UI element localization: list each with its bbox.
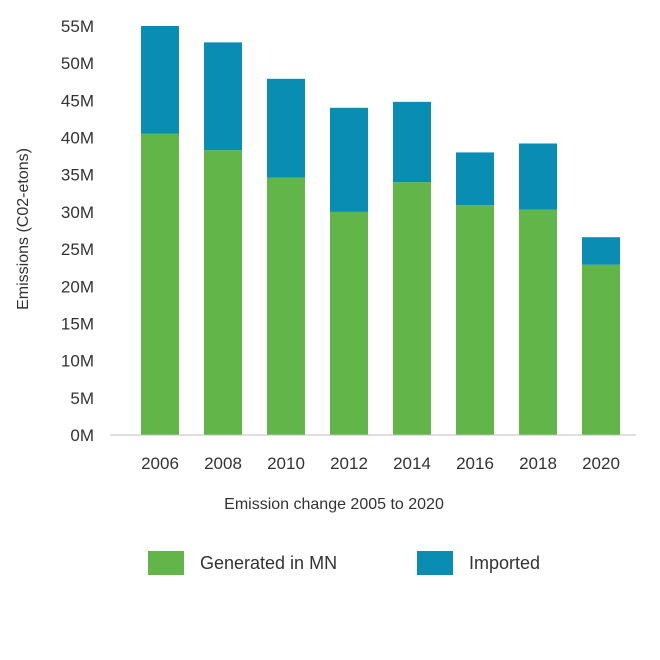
bar-imported-2020 [582, 237, 620, 265]
y-tick-label: 25M [61, 240, 94, 259]
bar-imported-2006 [141, 26, 179, 134]
x-tick-label: 2010 [267, 454, 305, 473]
bar-imported-2012 [330, 107, 368, 212]
y-tick-label: 55M [61, 17, 94, 36]
y-tick-label: 50M [61, 54, 94, 73]
x-tick-label: 2014 [393, 454, 431, 473]
legend-swatch-generated [148, 551, 184, 575]
y-tick-label: 35M [61, 166, 94, 185]
y-axis-title: Emissions (C02-etons) [15, 148, 32, 310]
y-tick-label: 30M [61, 203, 94, 222]
bar-generated-2020 [582, 264, 620, 435]
legend-swatch-imported [417, 551, 453, 575]
bar-imported-2010 [267, 78, 305, 178]
bar-generated-2014 [393, 182, 431, 435]
bar-generated-2008 [204, 150, 242, 436]
x-tick-label: 2012 [330, 454, 368, 473]
y-axis-ticks: 0M 5M 10M 15M 20M 25M 30M 35M 40M 45M 50M 55M [61, 17, 94, 445]
x-tick-label: 2006 [141, 454, 179, 473]
bar-generated-2018 [519, 209, 557, 435]
bar-generated-2010 [267, 177, 305, 435]
x-tick-label: 2018 [519, 454, 557, 473]
legend-label-generated: Generated in MN [200, 552, 338, 573]
legend: Generated in MN Imported [0, 548, 660, 578]
bar-generated-2016 [456, 205, 494, 435]
legend-item-imported: Imported [417, 548, 540, 578]
x-axis-ticks: 2006 2008 2010 2012 2014 2016 2018 2020 [141, 454, 620, 473]
bar-imported-2016 [456, 152, 494, 206]
y-tick-label: 0M [70, 426, 94, 445]
bar-generated-2012 [330, 211, 368, 435]
bar-imported-2008 [204, 42, 242, 151]
y-tick-label: 5M [70, 389, 94, 408]
bar-imported-2014 [393, 101, 431, 183]
bar-generated-2006 [141, 133, 179, 435]
legend-label-imported: Imported [469, 552, 541, 573]
x-tick-label: 2016 [456, 454, 494, 473]
y-tick-label: 45M [61, 91, 94, 110]
x-tick-label: 2020 [582, 454, 620, 473]
y-tick-label: 40M [61, 129, 94, 148]
x-axis-title: Emission change 2005 to 2020 [224, 496, 444, 513]
y-tick-label: 10M [61, 352, 94, 371]
y-tick-label: 20M [61, 277, 94, 296]
bars [141, 26, 620, 436]
legend-item-generated: Generated in MN [148, 548, 337, 578]
x-tick-label: 2008 [204, 454, 242, 473]
bar-imported-2018 [519, 143, 557, 210]
y-tick-label: 15M [61, 314, 94, 333]
